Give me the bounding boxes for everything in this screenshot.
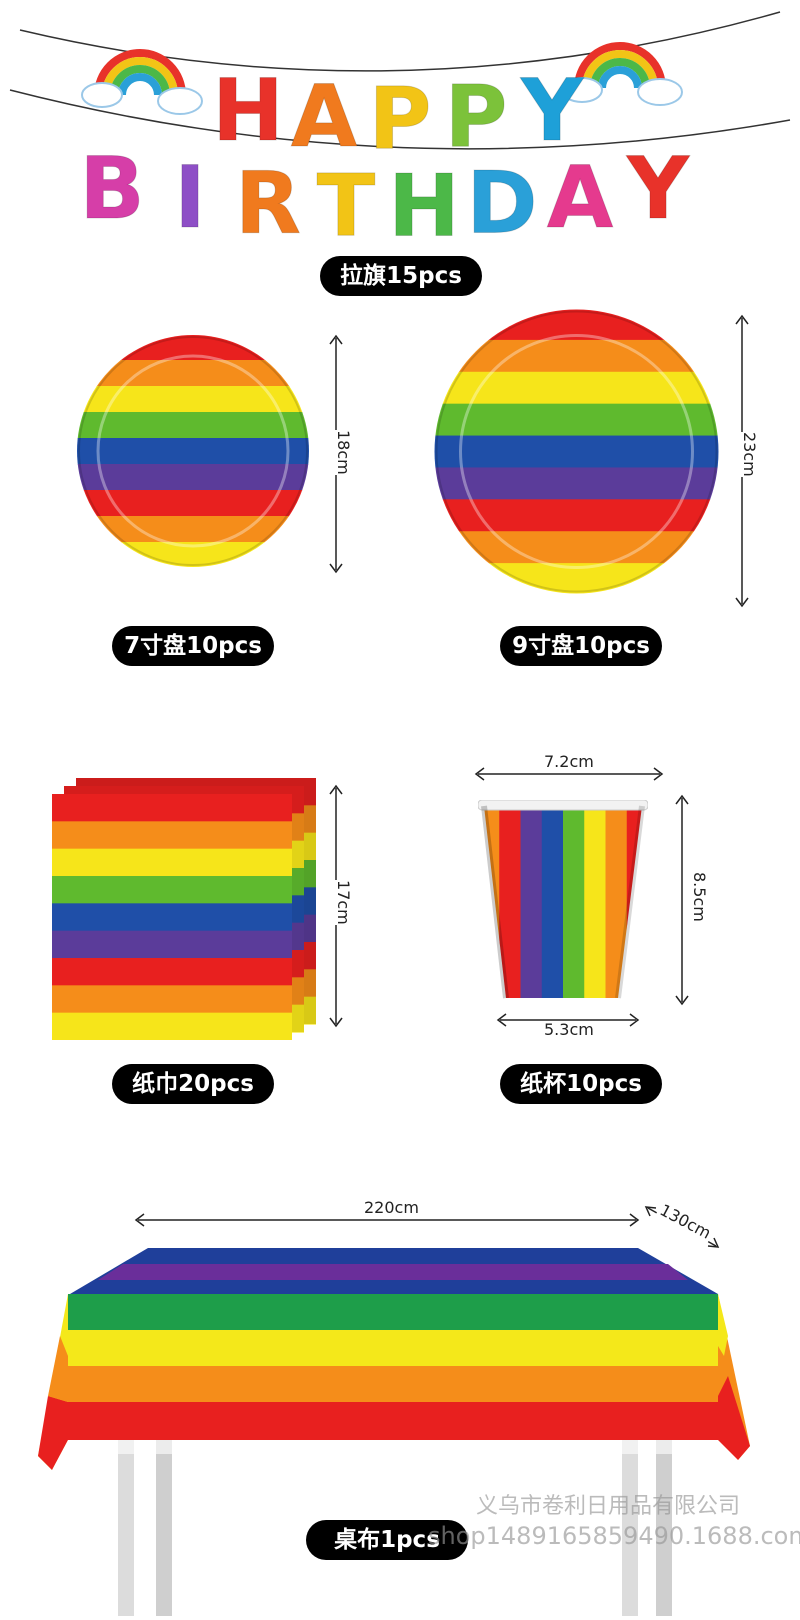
napkin-size: 17cm — [334, 880, 353, 925]
cup-stripe — [584, 806, 607, 998]
banner-label: 拉旗15pcs — [320, 256, 482, 296]
rainbow-stripe — [52, 958, 292, 986]
rainbow-stripe — [434, 531, 719, 564]
tablecloth — [38, 1246, 750, 1616]
banner-letter: B — [79, 139, 145, 239]
cup-top-dimension-arrow — [474, 764, 664, 784]
rainbow-stripe — [77, 438, 309, 465]
cup-bottom-dimension-arrow — [496, 1010, 640, 1030]
napkin-svg — [52, 778, 316, 1041]
banner-string-bottom — [9, 89, 791, 150]
cup-stripe — [520, 806, 543, 998]
rainbow-stripe — [52, 1012, 292, 1041]
rainbow-stripe — [434, 435, 719, 469]
rainbow-stripe — [52, 930, 292, 959]
banner-letter: H — [212, 61, 284, 161]
plate-large-label: 9寸盘10pcs — [500, 626, 662, 666]
rainbow-stripe — [77, 464, 309, 491]
banner-letter: T — [317, 157, 376, 250]
cup-height: 8.5cm — [690, 872, 709, 922]
cup-top-width: 7.2cm — [540, 752, 598, 771]
rainbow-stripe — [52, 876, 292, 904]
rainbow-stripe — [52, 821, 292, 850]
rainbow-cloud-icon — [81, 49, 203, 115]
paper-cup — [477, 799, 649, 1004]
rainbow-stripe — [434, 371, 719, 405]
banner-letter: D — [466, 154, 537, 250]
cup-label: 纸杯10pcs — [500, 1064, 662, 1104]
cup-bottom-width: 5.3cm — [544, 1020, 594, 1039]
plate-large — [433, 308, 720, 595]
plate-small-size: 18cm — [334, 430, 353, 475]
rainbow-stripe — [52, 903, 292, 932]
tablecloth-svg — [38, 1248, 750, 1616]
rainbow-stripe — [77, 412, 309, 439]
watermark-url: shop1489165859490.1688.com — [428, 1522, 800, 1550]
banner-letter: H — [388, 157, 460, 250]
tablecloth-length: 220cm — [360, 1198, 423, 1217]
napkin-stack — [52, 778, 324, 1041]
banner-letter: P — [444, 67, 507, 167]
rainbow-stripe — [52, 848, 292, 877]
rainbow-stripe — [77, 490, 309, 517]
cup-svg — [477, 799, 649, 999]
plate-large-size: 23cm — [740, 432, 759, 477]
napkin-label: 纸巾20pcs — [112, 1064, 274, 1104]
banner-letter: I — [174, 148, 206, 248]
banner-letter: R — [235, 154, 301, 250]
banner-letter: A — [547, 148, 614, 248]
rainbow-stripe — [434, 403, 719, 437]
cup-stripe — [605, 806, 628, 998]
rainbow-stripe — [52, 794, 292, 822]
rainbow-stripe — [77, 360, 309, 387]
cup-stripe — [563, 806, 585, 998]
rainbow-stripe — [434, 339, 719, 373]
rainbow-stripe — [77, 386, 309, 413]
cup-stripe — [499, 806, 522, 998]
tablecloth-length-dimension-arrow — [134, 1210, 640, 1230]
plate-small-label: 7寸盘10pcs — [112, 626, 274, 666]
rainbow-stripe — [434, 467, 719, 500]
plate-large-svg — [434, 309, 719, 594]
rainbow-cloud-icon — [561, 42, 683, 106]
banner-letter: A — [291, 67, 358, 167]
plate-small-svg — [77, 335, 309, 567]
watermark-company: 义乌市卷利日用品有限公司 — [476, 1494, 741, 1519]
banner-letter: P — [368, 69, 431, 169]
cup-height-dimension-arrow — [672, 794, 692, 1006]
plate-small — [76, 334, 310, 568]
cup-stripe — [541, 806, 564, 998]
rainbow-stripe — [52, 985, 292, 1014]
tablecloth-label: 桌布1pcs — [306, 1520, 468, 1560]
rainbow-stripe — [434, 499, 719, 532]
banner-letter: Y — [520, 61, 585, 161]
banner-letter: Y — [626, 139, 691, 239]
